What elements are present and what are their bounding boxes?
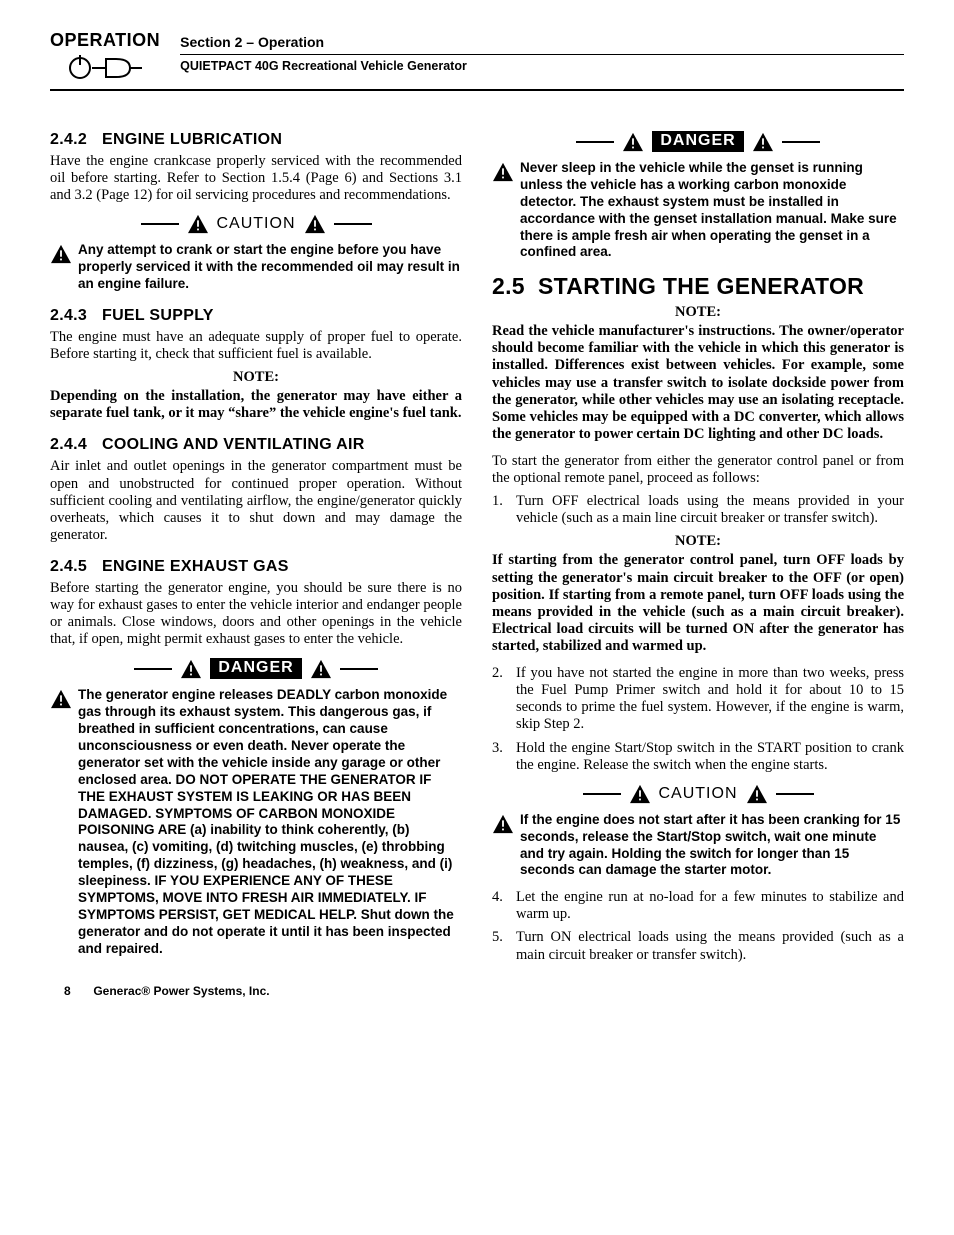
section-line: Section 2 – Operation bbox=[180, 34, 904, 50]
steps-list: Let the engine run at no-load for a few … bbox=[492, 889, 904, 963]
warning-triangle-icon bbox=[629, 784, 651, 804]
header-rule-top bbox=[180, 54, 904, 55]
warning-triangle-icon bbox=[746, 784, 768, 804]
danger-bar: DANGER bbox=[50, 658, 462, 679]
warning-triangle-icon bbox=[492, 162, 514, 182]
step-5: Turn ON electrical loads using the means… bbox=[492, 929, 904, 963]
product-line: QUIETPACT 40G Recreational Vehicle Gener… bbox=[180, 59, 904, 73]
caution-bar: CAUTION bbox=[50, 214, 462, 234]
note-label: NOTE: bbox=[50, 369, 462, 386]
danger-block-2-4-5: The generator engine releases DEADLY car… bbox=[50, 687, 462, 957]
note-2-4-3: Depending on the installation, the gener… bbox=[50, 388, 462, 422]
caution-block-2-5: If the engine does not start after it ha… bbox=[492, 812, 904, 880]
steps-list: If you have not started the engine in mo… bbox=[492, 665, 904, 774]
warning-triangle-icon bbox=[492, 814, 514, 834]
danger-block-sleep: Never sleep in the vehicle while the gen… bbox=[492, 160, 904, 261]
warning-triangle-icon bbox=[187, 214, 209, 234]
caution-bar: CAUTION bbox=[492, 784, 904, 804]
note-label: NOTE: bbox=[492, 533, 904, 550]
intro-2-5: To start the generator from either the g… bbox=[492, 453, 904, 487]
body-2-4-2: Have the engine crankcase properly servi… bbox=[50, 153, 462, 204]
left-column: 2.4.2ENGINE LUBRICATION Have the engine … bbox=[50, 131, 462, 970]
warning-triangle-icon bbox=[50, 689, 72, 709]
caution-block-2-4-2: Any attempt to crank or start the engine… bbox=[50, 242, 462, 293]
footer-company: Generac® Power Systems, Inc. bbox=[93, 984, 269, 998]
heading-2-5: 2.5STARTING THE GENERATOR bbox=[492, 273, 904, 300]
body-2-4-3: The engine must have an adequate supply … bbox=[50, 329, 462, 363]
note-2-5-b: If starting from the generator control p… bbox=[492, 552, 904, 655]
content-columns: 2.4.2ENGINE LUBRICATION Have the engine … bbox=[50, 131, 904, 970]
danger-label: DANGER bbox=[210, 658, 301, 679]
operation-icon bbox=[66, 53, 144, 83]
heading-2-4-5: 2.4.5ENGINE EXHAUST GAS bbox=[50, 558, 462, 576]
body-2-4-5: Before starting the generator engine, yo… bbox=[50, 580, 462, 648]
note-label: NOTE: bbox=[492, 304, 904, 321]
heading-2-4-3: 2.4.3FUEL SUPPLY bbox=[50, 307, 462, 325]
operation-block: OPERATION bbox=[50, 30, 160, 83]
page-number: 8 bbox=[64, 984, 90, 998]
warning-triangle-icon bbox=[304, 214, 326, 234]
warning-triangle-icon bbox=[622, 132, 644, 152]
body-2-4-4: Air inlet and outlet openings in the gen… bbox=[50, 458, 462, 544]
step-2: If you have not started the engine in mo… bbox=[492, 665, 904, 733]
danger-bar: DANGER bbox=[492, 131, 904, 152]
caution-text: If the engine does not start after it ha… bbox=[520, 812, 904, 880]
step-3: Hold the engine Start/Stop switch in the… bbox=[492, 740, 904, 774]
caution-text: Any attempt to crank or start the engine… bbox=[78, 242, 462, 293]
heading-2-4-2: 2.4.2ENGINE LUBRICATION bbox=[50, 131, 462, 149]
note-2-5-a: Read the vehicle manufacturer's instruct… bbox=[492, 323, 904, 443]
caution-label: CAUTION bbox=[659, 785, 738, 803]
danger-text: The generator engine releases DEADLY car… bbox=[78, 687, 462, 957]
warning-triangle-icon bbox=[752, 132, 774, 152]
heading-2-4-4: 2.4.4COOLING AND VENTILATING AIR bbox=[50, 436, 462, 454]
page-header: OPERATION Section 2 – Operation QUIETPAC… bbox=[50, 30, 904, 83]
header-text: Section 2 – Operation QUIETPACT 40G Recr… bbox=[180, 30, 904, 73]
step-4: Let the engine run at no-load for a few … bbox=[492, 889, 904, 923]
header-rule bbox=[50, 89, 904, 91]
steps-list: Turn OFF electrical loads using the mean… bbox=[492, 493, 904, 527]
warning-triangle-icon bbox=[310, 659, 332, 679]
operation-label: OPERATION bbox=[50, 30, 160, 51]
right-column: DANGER Never sleep in the vehicle while … bbox=[492, 131, 904, 970]
warning-triangle-icon bbox=[50, 244, 72, 264]
warning-triangle-icon bbox=[180, 659, 202, 679]
page-footer: 8 Generac® Power Systems, Inc. bbox=[50, 984, 904, 998]
caution-label: CAUTION bbox=[217, 215, 296, 233]
step-1: Turn OFF electrical loads using the mean… bbox=[492, 493, 904, 527]
danger-text: Never sleep in the vehicle while the gen… bbox=[520, 160, 904, 261]
danger-label: DANGER bbox=[652, 131, 743, 152]
